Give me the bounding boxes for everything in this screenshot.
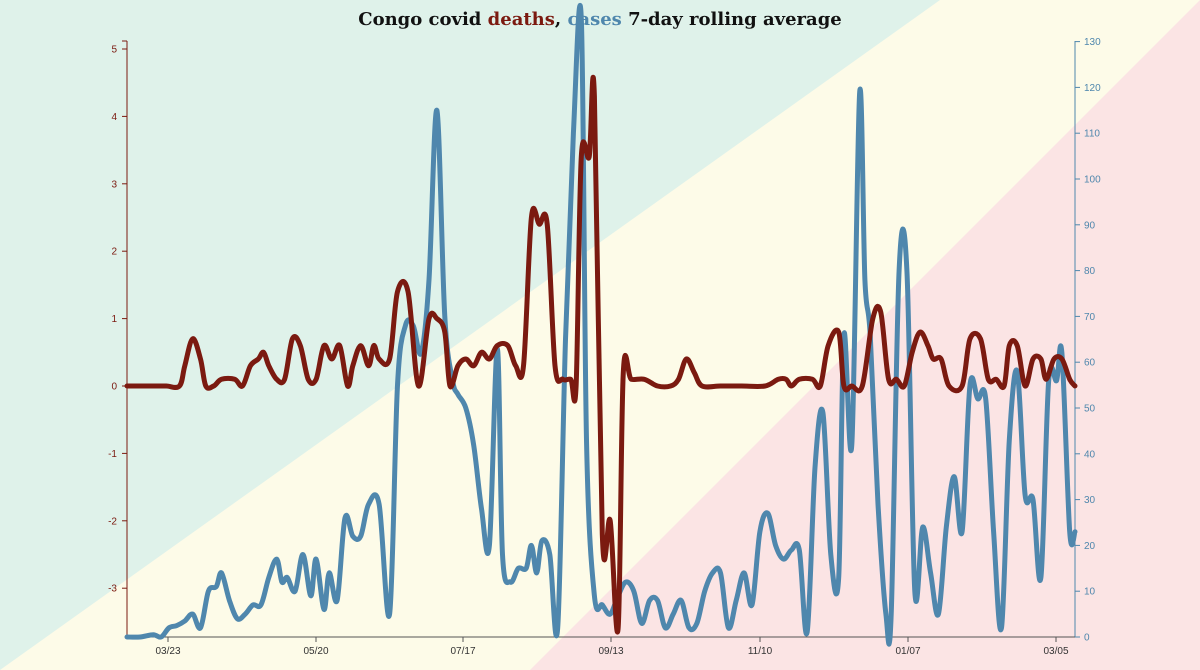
x-tick-label: 01/07 — [895, 646, 920, 657]
left-tick-label: 4 — [111, 112, 117, 123]
x-tick-label: 07/17 — [450, 646, 475, 657]
left-tick-label: 5 — [111, 45, 117, 56]
right-tick-label: 40 — [1084, 449, 1096, 460]
x-tick-label: 05/20 — [303, 646, 328, 657]
right-tick-label: 10 — [1084, 587, 1096, 598]
left-tick-label: -3 — [108, 584, 117, 595]
right-tick-label: 120 — [1084, 83, 1101, 94]
left-tick-label: 0 — [111, 382, 117, 393]
left-tick-label: 1 — [111, 314, 117, 325]
left-tick-label: 3 — [111, 179, 117, 190]
right-tick-label: 20 — [1084, 541, 1096, 552]
background-green-region — [0, 0, 940, 670]
chart-series — [124, 3, 1078, 647]
x-tick-label: 03/05 — [1043, 646, 1068, 657]
right-tick-label: 0 — [1084, 633, 1090, 644]
chart-title-part: deaths — [488, 9, 555, 30]
right-tick-label: 50 — [1084, 404, 1096, 415]
x-tick-label: 03/23 — [155, 646, 180, 657]
left-tick-label: 2 — [111, 247, 117, 258]
right-tick-label: 30 — [1084, 495, 1096, 506]
right-tick-label: 100 — [1084, 175, 1101, 186]
series-line-cases — [124, 3, 1078, 647]
right-tick-label: 80 — [1084, 266, 1096, 277]
chart-title-part: , — [555, 9, 568, 30]
right-tick-label: 60 — [1084, 358, 1096, 369]
right-tick-label: 110 — [1084, 129, 1100, 140]
right-tick-label: 70 — [1084, 312, 1096, 323]
right-tick-label: 90 — [1084, 220, 1096, 231]
x-tick-label: 09/13 — [598, 646, 623, 657]
left-tick-label: -2 — [108, 516, 117, 527]
chart-title-part: 7-day rolling average — [622, 9, 842, 30]
left-tick-label: -1 — [108, 449, 117, 460]
chart-axes: -3-2-10123450102030405060708090100110120… — [108, 37, 1101, 657]
x-tick-label: 11/10 — [748, 646, 773, 657]
series-line-deaths — [124, 74, 1078, 635]
chart-title: Congo covid deaths, cases 7-day rolling … — [358, 9, 841, 30]
chart-title-part: Congo covid — [358, 9, 487, 30]
right-tick-label: 130 — [1084, 37, 1101, 48]
